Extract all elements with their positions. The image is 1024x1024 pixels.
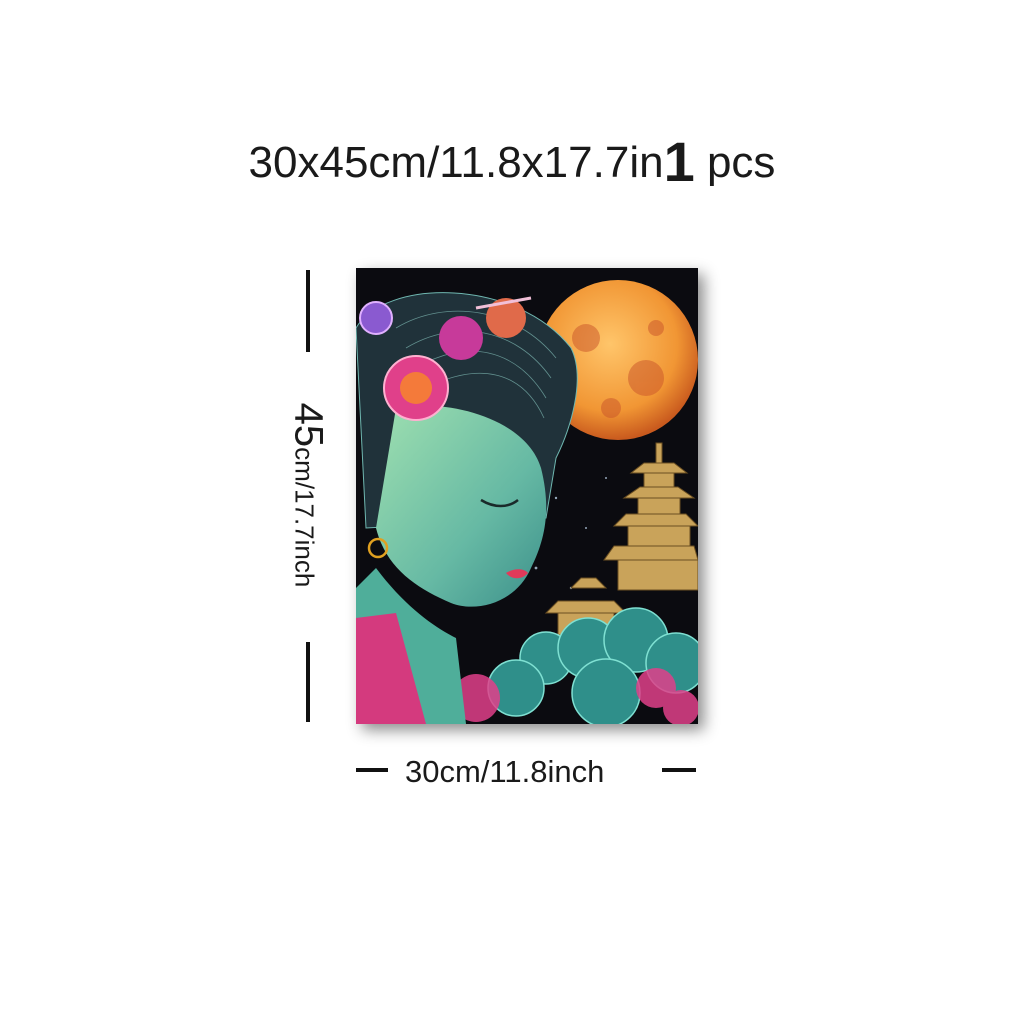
size-text: 30x45cm/11.8x17.7in	[248, 138, 664, 187]
height-dimension-line-top	[306, 270, 310, 352]
width-dimension-line-left	[356, 768, 388, 772]
product-size-headline: 30x45cm/11.8x17.7in1 pcs	[0, 132, 1024, 193]
closed-eye	[480, 498, 519, 508]
earring	[367, 537, 389, 559]
face	[376, 405, 547, 607]
pagoda	[544, 442, 698, 636]
artwork-illustration	[356, 268, 698, 724]
height-dimension-line-bottom	[306, 642, 310, 722]
width-dimension-line-right	[662, 768, 696, 772]
hair-roses	[359, 296, 532, 421]
unit-text: pcs	[706, 138, 776, 187]
height-units: cm/17.7inch	[289, 447, 320, 588]
height-number: 45	[286, 402, 331, 448]
lips	[506, 569, 528, 579]
kimono-collar	[356, 613, 426, 724]
height-dimension-label: 45cm/17.7inch	[286, 403, 331, 588]
full-moon	[538, 280, 698, 440]
canvas-artwork	[356, 268, 698, 724]
moon-craters	[572, 320, 664, 418]
width-dimension-label: 30cm/11.8inch	[405, 754, 605, 789]
quantity-text: 1	[663, 130, 695, 193]
